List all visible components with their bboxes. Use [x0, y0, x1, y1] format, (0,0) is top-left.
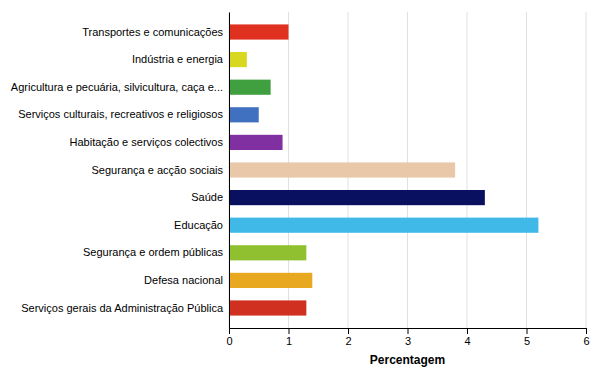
y-tick: Serviços gerais da Administração Pública — [21, 302, 224, 314]
bars — [229, 24, 538, 315]
x-tick-mark — [527, 328, 528, 334]
y-tick: Serviços culturais, recreativos e religi… — [18, 108, 223, 120]
x-tick-mark — [408, 328, 409, 334]
bar — [229, 245, 306, 260]
bar — [229, 24, 289, 39]
chart: 0 1 2 3 4 5 6 Transportes e comunicações Indústr… — [0, 0, 608, 374]
y-tick: Educação — [174, 219, 223, 231]
x-axis-line — [230, 329, 587, 335]
grid-line — [586, 12, 587, 328]
bar — [229, 162, 455, 177]
x-tick-label: 3 — [405, 335, 411, 347]
bar — [229, 107, 259, 122]
y-tick-label: Agricultura e pecuária, silvicultura, ca… — [11, 81, 223, 93]
y-tick: Indústria e energia — [132, 53, 224, 65]
x-tick: 3 — [405, 328, 411, 347]
y-axis: Transportes e comunicações Indústria e en… — [11, 13, 230, 329]
y-tick: Agricultura e pecuária, silvicultura, ca… — [11, 81, 223, 93]
x-tick-label: 4 — [464, 335, 470, 347]
y-axis-line — [229, 13, 230, 329]
x-tick: 0 — [226, 328, 232, 347]
x-tick-label: 6 — [583, 335, 589, 347]
grid — [229, 12, 586, 328]
grid-line — [467, 12, 468, 328]
x-tick-mark — [229, 328, 230, 334]
x-tick: 1 — [286, 328, 292, 347]
grid-line — [229, 12, 230, 328]
y-tick-label: Defesa nacional — [144, 274, 223, 286]
y-tick-label: Segurança e ordem públicas — [83, 246, 224, 258]
y-tick: Segurança e ordem públicas — [83, 246, 224, 258]
y-tick-label: Serviços gerais da Administração Pública — [21, 302, 224, 314]
grid-line — [526, 12, 527, 328]
x-tick-label: 0 — [226, 335, 232, 347]
bar — [229, 300, 306, 315]
bar — [229, 80, 271, 95]
y-tick: Defesa nacional — [144, 274, 223, 286]
x-tick-mark — [586, 328, 587, 334]
bar — [229, 273, 312, 288]
x-tick-label: 1 — [286, 335, 292, 347]
y-tick-label: Segurança e acção sociais — [92, 164, 224, 176]
bar — [229, 52, 247, 67]
y-tick-label: Transportes e comunicações — [82, 26, 223, 38]
y-tick-label: Habitação e serviços colectivos — [70, 136, 224, 148]
y-tick: Saúde — [191, 191, 223, 203]
y-tick-label: Indústria e energia — [132, 53, 224, 65]
x-tick-label: 2 — [345, 335, 351, 347]
bar — [229, 218, 538, 233]
x-tick: 2 — [345, 328, 351, 347]
x-tick: 5 — [524, 328, 530, 347]
y-tick-label: Educação — [174, 219, 223, 231]
bar — [229, 135, 283, 150]
x-axis-title: Percentagem — [370, 353, 445, 367]
y-tick: Habitação e serviços colectivos — [70, 136, 224, 148]
plot: 0 1 2 3 4 5 6 Transportes e comunicações Indústr… — [11, 12, 590, 347]
x-tick: 4 — [464, 328, 470, 347]
x-tick-mark — [467, 328, 468, 334]
y-tick-label: Saúde — [191, 191, 223, 203]
y-tick-label: Serviços culturais, recreativos e religi… — [18, 108, 223, 120]
x-axis: 0 1 2 3 4 5 6 — [226, 328, 589, 347]
y-tick: Transportes e comunicações — [82, 26, 223, 38]
x-tick-mark — [348, 328, 349, 334]
bar — [229, 190, 485, 205]
y-tick: Segurança e acção sociais — [92, 164, 224, 176]
x-tick: 6 — [583, 328, 589, 347]
x-tick-mark — [289, 328, 290, 334]
x-tick-label: 5 — [524, 335, 530, 347]
